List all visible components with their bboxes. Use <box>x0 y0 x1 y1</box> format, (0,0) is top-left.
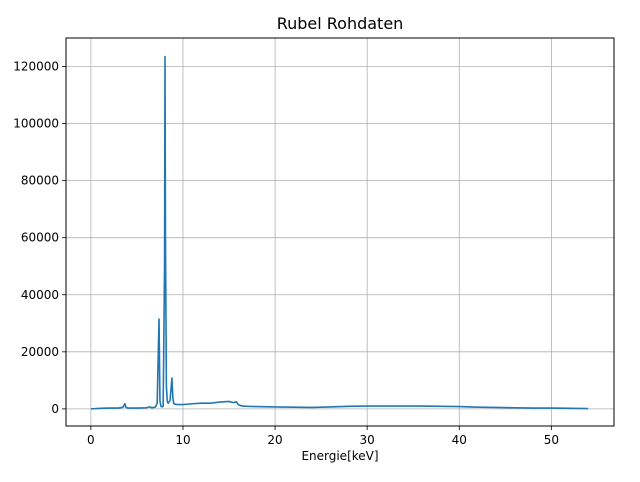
y-tick-label: 0 <box>51 402 59 416</box>
x-tick-label: 50 <box>544 433 559 447</box>
y-tick-label: 80000 <box>21 174 59 188</box>
x-tick-label: 40 <box>452 433 467 447</box>
chart-title: Rubel Rohdaten <box>277 14 404 33</box>
x-tick-label: 10 <box>175 433 190 447</box>
grid-layer <box>66 38 614 426</box>
x-axis-label: Energie[keV] <box>301 449 378 463</box>
y-tick-label: 40000 <box>21 288 59 302</box>
series-line-0 <box>90 55 589 410</box>
y-tick-label: 100000 <box>13 117 59 131</box>
series-layer <box>90 55 589 410</box>
y-tick-label: 20000 <box>21 345 59 359</box>
x-tick-label: 20 <box>267 433 282 447</box>
plot-frame <box>65 37 615 427</box>
x-tick-label: 0 <box>87 433 95 447</box>
y-tick-label: 60000 <box>21 231 59 245</box>
tick-layer: 0 10 20 30 40 50 0 20000 40000 60000 80000 100000 12… <box>13 60 559 447</box>
y-tick-label: 120000 <box>13 60 59 74</box>
x-tick-label: 30 <box>360 433 375 447</box>
